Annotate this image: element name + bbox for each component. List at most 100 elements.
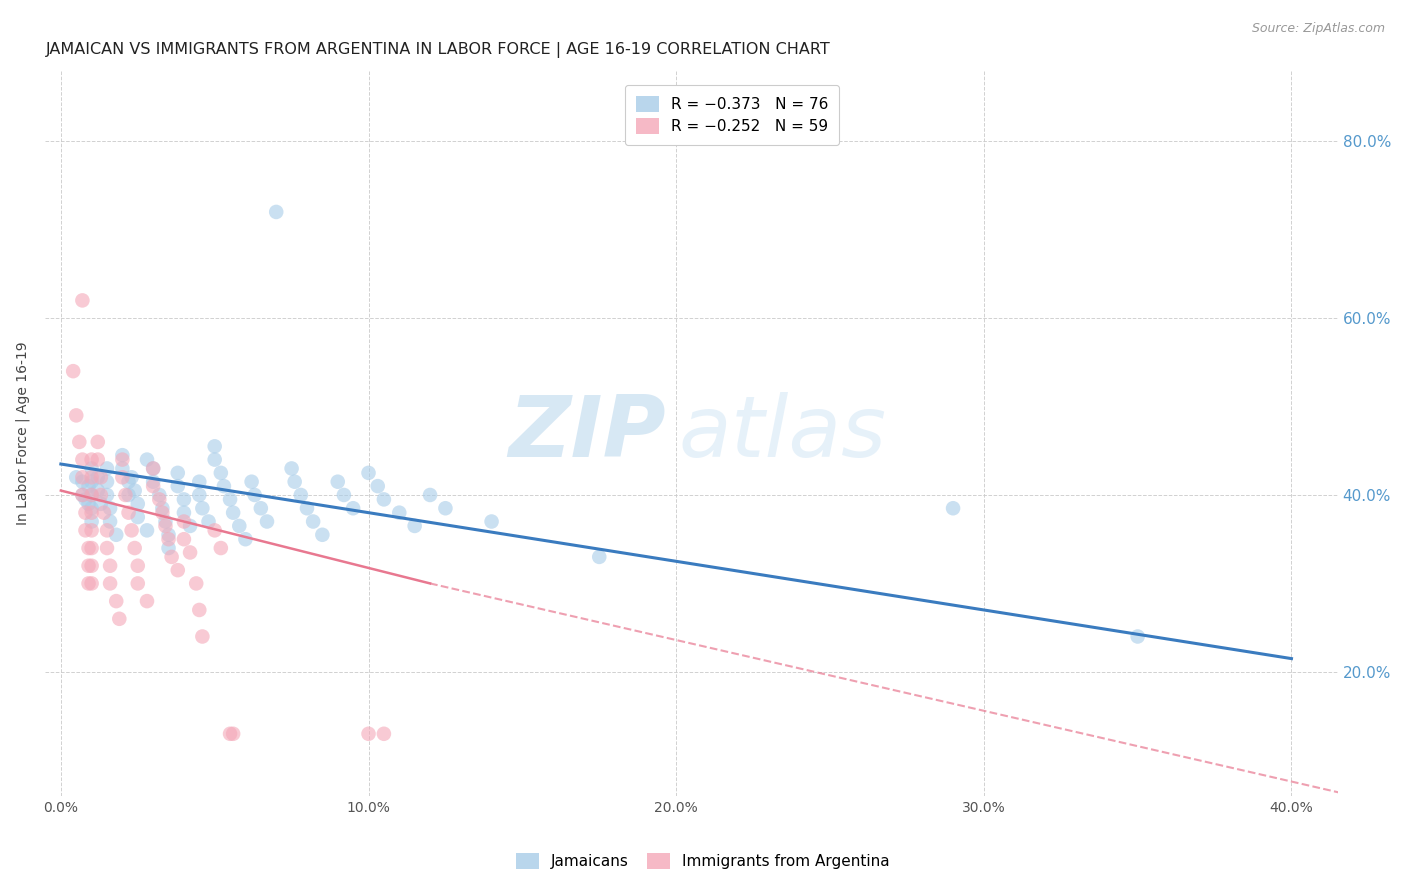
Point xyxy=(87,452,110,467)
Point xyxy=(67,434,90,449)
Point xyxy=(290,488,312,502)
Point xyxy=(302,515,325,529)
Point xyxy=(117,475,139,489)
Text: ZIP: ZIP xyxy=(508,392,665,475)
Point xyxy=(105,594,128,608)
Point xyxy=(173,515,195,529)
Point xyxy=(148,488,170,502)
Point xyxy=(96,524,118,538)
Point xyxy=(240,475,263,489)
Point xyxy=(117,506,139,520)
Point xyxy=(357,466,380,480)
Point xyxy=(136,594,159,608)
Point xyxy=(209,541,232,555)
Point xyxy=(311,528,333,542)
Point xyxy=(96,461,118,475)
Point xyxy=(243,488,266,502)
Point xyxy=(127,510,149,524)
Point xyxy=(280,461,302,475)
Point xyxy=(90,497,112,511)
Point xyxy=(157,541,180,555)
Point xyxy=(75,506,97,520)
Point xyxy=(212,479,235,493)
Point xyxy=(111,470,134,484)
Point xyxy=(404,519,426,533)
Point xyxy=(219,492,242,507)
Point xyxy=(111,448,134,462)
Point xyxy=(186,576,208,591)
Point xyxy=(117,488,139,502)
Point xyxy=(166,563,188,577)
Point xyxy=(80,558,103,573)
Point xyxy=(75,492,97,507)
Point xyxy=(80,576,103,591)
Point xyxy=(219,727,242,741)
Point xyxy=(256,515,278,529)
Point xyxy=(87,470,110,484)
Point xyxy=(150,506,173,520)
Point xyxy=(80,515,103,529)
Point xyxy=(284,475,307,489)
Point xyxy=(148,492,170,507)
Point xyxy=(90,488,112,502)
Text: Source: ZipAtlas.com: Source: ZipAtlas.com xyxy=(1251,22,1385,36)
Point xyxy=(142,461,165,475)
Point xyxy=(72,488,94,502)
Point xyxy=(173,532,195,546)
Point xyxy=(197,515,219,529)
Point xyxy=(72,452,94,467)
Point xyxy=(72,470,94,484)
Point xyxy=(222,727,245,741)
Point xyxy=(209,466,232,480)
Point xyxy=(93,506,115,520)
Point xyxy=(179,519,201,533)
Point xyxy=(96,475,118,489)
Point xyxy=(204,439,226,453)
Point xyxy=(166,479,188,493)
Point xyxy=(204,452,226,467)
Point xyxy=(98,558,121,573)
Point xyxy=(434,501,457,516)
Point xyxy=(136,524,159,538)
Point xyxy=(235,532,257,546)
Point xyxy=(173,492,195,507)
Point xyxy=(127,497,149,511)
Point xyxy=(80,524,103,538)
Legend: Jamaicans, Immigrants from Argentina: Jamaicans, Immigrants from Argentina xyxy=(510,847,896,875)
Point xyxy=(373,727,395,741)
Point xyxy=(142,461,165,475)
Point xyxy=(127,576,149,591)
Point xyxy=(111,461,134,475)
Text: atlas: atlas xyxy=(679,392,887,475)
Point xyxy=(188,488,211,502)
Point xyxy=(142,479,165,493)
Point xyxy=(127,558,149,573)
Legend: R = −0.373   N = 76, R = −0.252   N = 59: R = −0.373 N = 76, R = −0.252 N = 59 xyxy=(626,86,839,145)
Point xyxy=(155,515,177,529)
Point xyxy=(87,434,110,449)
Point xyxy=(80,488,103,502)
Point xyxy=(80,470,103,484)
Point xyxy=(188,475,211,489)
Point xyxy=(62,364,84,378)
Point xyxy=(124,483,146,498)
Text: JAMAICAN VS IMMIGRANTS FROM ARGENTINA IN LABOR FORCE | AGE 16-19 CORRELATION CHA: JAMAICAN VS IMMIGRANTS FROM ARGENTINA IN… xyxy=(45,42,830,58)
Point xyxy=(96,541,118,555)
Point xyxy=(150,501,173,516)
Point xyxy=(121,524,143,538)
Point xyxy=(80,475,103,489)
Point xyxy=(333,488,356,502)
Point xyxy=(77,576,100,591)
Point xyxy=(166,466,188,480)
Point xyxy=(191,630,214,644)
Point xyxy=(80,488,103,502)
Point xyxy=(188,603,211,617)
Point xyxy=(357,727,380,741)
Point xyxy=(98,501,121,516)
Point xyxy=(114,488,136,502)
Point xyxy=(136,452,159,467)
Point xyxy=(98,515,121,529)
Point xyxy=(65,409,87,423)
Y-axis label: In Labor Force | Age 16-19: In Labor Force | Age 16-19 xyxy=(15,342,30,524)
Point xyxy=(942,501,965,516)
